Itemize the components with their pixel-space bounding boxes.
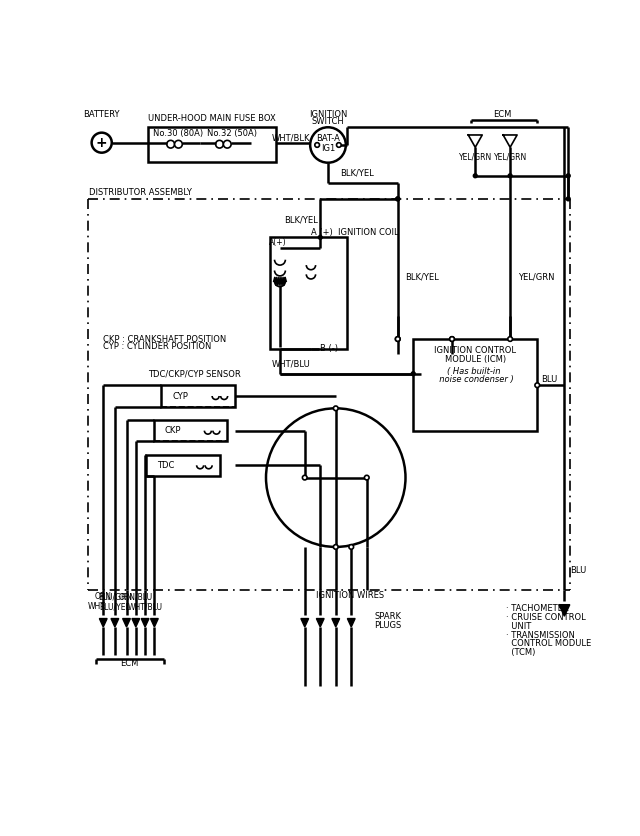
Text: IGNITION WIRES: IGNITION WIRES [316, 591, 384, 600]
Circle shape [535, 383, 540, 388]
Text: SWITCH: SWITCH [312, 116, 344, 125]
Circle shape [508, 337, 513, 341]
Text: BLU: BLU [571, 565, 587, 574]
Text: TDC: TDC [157, 461, 174, 470]
Text: ECM: ECM [120, 660, 138, 669]
Bar [146, 455, 220, 476]
Circle shape [396, 337, 400, 341]
Polygon shape [99, 619, 107, 627]
Text: B (-): B (-) [320, 344, 339, 353]
Text: · CRUISE CONTROL: · CRUISE CONTROL [506, 614, 586, 622]
Text: YEL/GRN: YEL/GRN [459, 152, 492, 161]
Text: ORN/BLU: ORN/BLU [119, 593, 153, 601]
Circle shape [396, 197, 400, 201]
Circle shape [450, 337, 454, 341]
Circle shape [396, 337, 400, 341]
Text: MODULE (ICM): MODULE (ICM) [445, 354, 506, 364]
Text: ECM: ECM [493, 110, 511, 119]
Text: noise condenser ): noise condenser ) [434, 375, 513, 385]
Text: PLUGS: PLUGS [374, 621, 402, 630]
Circle shape [266, 408, 406, 547]
Circle shape [92, 133, 112, 153]
Text: YEL/GRN: YEL/GRN [494, 152, 527, 161]
Text: DISTRIBUTOR ASSEMBLY: DISTRIBUTOR ASSEMBLY [90, 188, 192, 197]
Circle shape [450, 337, 454, 341]
Text: CKP: CKP [164, 426, 181, 436]
Circle shape [303, 476, 307, 480]
Circle shape [223, 140, 231, 148]
Circle shape [412, 372, 415, 375]
Circle shape [310, 127, 346, 163]
Text: BLK/YEL: BLK/YEL [340, 169, 374, 178]
Text: BATTERY: BATTERY [83, 110, 120, 119]
Text: BLU/YEL: BLU/YEL [99, 603, 131, 611]
Polygon shape [123, 619, 131, 627]
Text: UNIT: UNIT [506, 622, 531, 630]
Circle shape [167, 140, 175, 148]
Text: IGNITION: IGNITION [309, 110, 347, 119]
Text: CYP: CYP [173, 391, 189, 400]
Text: BAT-A: BAT-A [316, 135, 340, 143]
Polygon shape [348, 619, 355, 627]
Polygon shape [332, 619, 340, 627]
Circle shape [175, 140, 182, 148]
Polygon shape [132, 619, 140, 627]
Text: SPARK: SPARK [374, 612, 401, 620]
Text: A(+): A(+) [269, 237, 287, 247]
Bar [413, 339, 537, 431]
Text: · TACHOMETER: · TACHOMETER [506, 604, 569, 613]
Polygon shape [111, 619, 119, 627]
Text: A (+)  IGNITION COIL: A (+) IGNITION COIL [311, 228, 399, 237]
Text: TDC/CKP/CYP SENSOR: TDC/CKP/CYP SENSOR [148, 370, 241, 378]
Circle shape [566, 197, 570, 201]
Circle shape [315, 143, 319, 147]
Text: BLK/YEL: BLK/YEL [284, 215, 317, 224]
Text: · TRANSMISSION: · TRANSMISSION [506, 631, 575, 640]
Text: YEL/GRN: YEL/GRN [518, 273, 554, 282]
Text: WHT/BLU: WHT/BLU [127, 603, 163, 611]
Text: BLU/GRN: BLU/GRN [98, 593, 132, 601]
Circle shape [396, 337, 400, 341]
Circle shape [396, 197, 400, 201]
Bar [161, 385, 235, 407]
Circle shape [566, 174, 570, 178]
Bar [154, 420, 227, 441]
Text: WHT/BLK: WHT/BLK [271, 134, 310, 143]
Text: UNDER-HOOD MAIN FUSE BOX: UNDER-HOOD MAIN FUSE BOX [148, 115, 276, 123]
Text: WHT: WHT [88, 603, 106, 611]
Circle shape [474, 174, 477, 178]
Text: CYP : CYLINDER POSITION: CYP : CYLINDER POSITION [103, 342, 212, 351]
Text: CONTROL MODULE: CONTROL MODULE [506, 640, 591, 649]
Text: (TCM): (TCM) [506, 648, 536, 657]
Bar [270, 237, 348, 349]
Circle shape [364, 476, 369, 480]
Polygon shape [150, 619, 158, 627]
Text: WHT/BLU: WHT/BLU [271, 360, 310, 369]
Circle shape [349, 544, 353, 549]
Text: ( Has built-in: ( Has built-in [447, 367, 500, 376]
Text: ORN: ORN [95, 593, 112, 601]
Circle shape [508, 174, 512, 178]
Text: CKP : CRANKSHAFT POSITION: CKP : CRANKSHAFT POSITION [103, 334, 227, 344]
Text: No.32 (50A): No.32 (50A) [207, 129, 257, 138]
Text: IG1: IG1 [321, 144, 335, 152]
Text: BLK/YEL: BLK/YEL [406, 273, 439, 282]
Text: +: + [96, 135, 108, 150]
Text: BLU: BLU [541, 375, 557, 385]
Text: No.30 (80A): No.30 (80A) [154, 129, 204, 138]
Polygon shape [141, 619, 149, 627]
Circle shape [333, 406, 338, 410]
Polygon shape [316, 619, 324, 627]
Circle shape [216, 140, 223, 148]
Circle shape [337, 143, 341, 147]
Circle shape [318, 236, 322, 239]
Polygon shape [559, 604, 570, 616]
Circle shape [333, 544, 338, 549]
Polygon shape [301, 619, 308, 627]
Text: IGNITION CONTROL: IGNITION CONTROL [435, 346, 516, 355]
Bar [148, 127, 276, 162]
